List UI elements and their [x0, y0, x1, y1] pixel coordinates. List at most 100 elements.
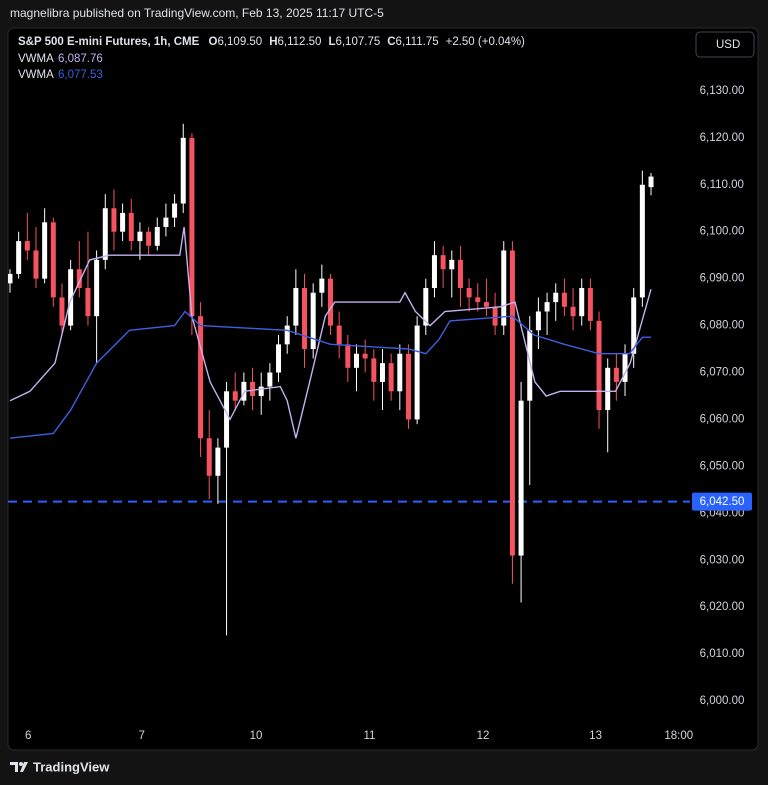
candle-body	[544, 302, 550, 312]
x-tick-label: 13	[589, 730, 602, 742]
x-tick-label: 6	[25, 730, 31, 742]
x-tick-label: 18:00	[664, 730, 693, 742]
legend-value: 6,087.76	[58, 53, 103, 65]
candle-body	[33, 250, 39, 279]
y-tick-label: 6,110.00	[700, 179, 744, 191]
y-tick-label: 6,080.00	[700, 320, 745, 332]
candle-body	[423, 288, 429, 326]
candle-body	[120, 212, 126, 232]
candle-body	[431, 255, 437, 289]
ohlc-value: 6,107.75	[335, 36, 380, 48]
vwma-line	[9, 226, 652, 439]
candle-body	[362, 353, 368, 359]
candle-body	[180, 137, 186, 204]
candle-body	[172, 203, 178, 218]
candle-body	[605, 367, 611, 411]
chart-panel	[7, 27, 759, 751]
candle-body	[501, 250, 507, 326]
x-tick-label: 7	[138, 730, 144, 742]
currency-label[interactable]: USD	[716, 39, 740, 51]
candle-body	[639, 184, 645, 298]
logo-slash	[20, 762, 28, 772]
candle-body	[146, 231, 152, 246]
axes: 6,000.006,010.006,020.006,030.006,040.00…	[25, 85, 752, 742]
candle-body	[405, 353, 411, 420]
y-tick-label: 6,070.00	[700, 367, 745, 379]
candle-body	[42, 222, 48, 279]
ohlc-label: L	[328, 36, 335, 48]
y-tick-label: 6,000.00	[700, 695, 745, 707]
candle-body	[336, 325, 342, 345]
candle-body	[50, 222, 56, 298]
candle-body	[206, 438, 212, 476]
candle-body	[189, 137, 195, 317]
candle-body	[16, 241, 22, 274]
candle-body	[648, 176, 654, 188]
candle-body	[414, 325, 420, 420]
vwma-line	[9, 310, 652, 439]
candle-body	[587, 288, 593, 321]
candle-body	[232, 391, 238, 401]
candle-body	[371, 358, 377, 382]
candle-body	[345, 344, 351, 368]
candle-body	[440, 255, 446, 270]
candle-body	[59, 297, 65, 326]
candle-body	[276, 344, 282, 373]
candle-body	[250, 381, 256, 396]
ohlc-label: C	[387, 36, 395, 48]
candle-body	[258, 386, 264, 396]
candle-body	[328, 278, 334, 326]
change: +2.50 (+0.04%)	[446, 36, 525, 48]
publish-note: magnelibra published on TradingView.com,…	[10, 6, 384, 20]
candle-body	[397, 353, 403, 392]
brand-logo	[10, 762, 28, 772]
candle-body	[102, 208, 108, 260]
x-tick-label: 11	[364, 730, 376, 742]
symbol: S&P 500 E-mini Futures, 1h, CME	[18, 36, 200, 48]
legend-name: VWMA	[18, 69, 54, 81]
candle-body	[24, 241, 30, 251]
x-tick-label: 12	[477, 730, 490, 742]
y-tick-label: 6,050.00	[700, 460, 745, 472]
candle-body	[310, 292, 316, 350]
logo-mark	[10, 762, 18, 772]
y-tick-label: 6,010.00	[700, 648, 745, 660]
candle-body	[622, 353, 628, 382]
candle-body	[68, 269, 74, 326]
candle-body	[388, 363, 394, 392]
candle-body	[353, 353, 359, 368]
currency-button[interactable]	[695, 31, 755, 58]
legend-value: 6,077.53	[58, 69, 103, 81]
brand: TradingView	[33, 759, 110, 774]
candle-body	[284, 325, 290, 345]
candle-body	[561, 292, 567, 307]
candle-body	[509, 250, 515, 556]
price-line-label: 6,042.50	[700, 496, 745, 508]
candle-body	[137, 231, 143, 242]
candle-body	[535, 311, 541, 331]
candle-body	[570, 306, 576, 317]
y-tick-label: 6,090.00	[700, 273, 745, 285]
candle-body	[527, 330, 533, 401]
candle-body	[449, 259, 455, 270]
legend: S&P 500 E-mini Futures, 1h, CME O6,109.5…	[18, 36, 525, 81]
candle-body	[553, 292, 559, 303]
candle-body	[76, 269, 82, 289]
candle-body	[293, 288, 299, 326]
candle-body	[631, 297, 637, 354]
x-tick-label: 10	[250, 730, 263, 742]
candle-body	[85, 288, 91, 317]
candle-body	[466, 288, 472, 298]
candle-body	[163, 217, 169, 228]
ohlc-label: O	[208, 36, 217, 48]
candle-body	[154, 227, 160, 246]
candle-body	[241, 381, 247, 401]
ohlc-value: 6,109.50	[217, 36, 262, 48]
y-tick-label: 6,030.00	[700, 554, 745, 566]
ohlc-value: 6,112.50	[278, 36, 322, 48]
candle-body	[267, 372, 273, 387]
price-line-tag	[692, 492, 752, 511]
logo-dot	[19, 762, 23, 766]
